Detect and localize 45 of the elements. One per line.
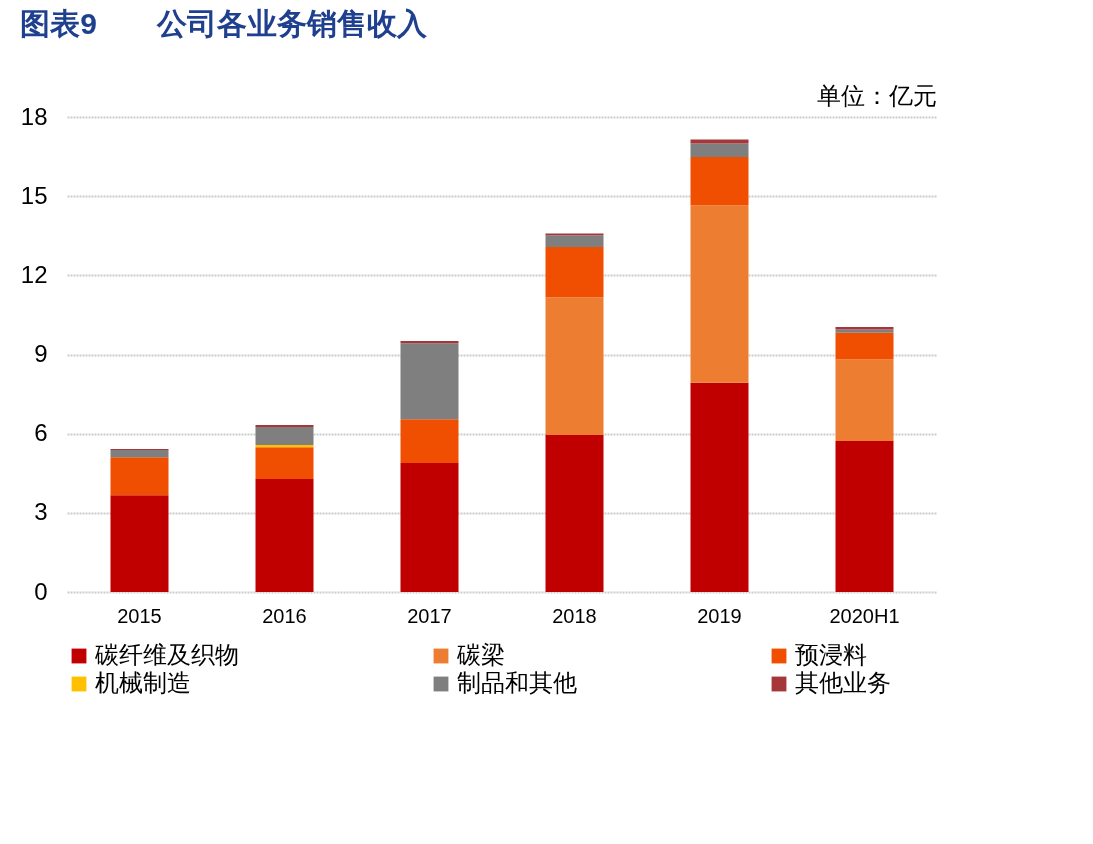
y-tick-label: 3	[34, 498, 48, 526]
y-tick-label: 18	[20, 102, 48, 130]
legend-label: 碳纤维及织物	[94, 641, 239, 668]
bar	[110, 495, 169, 592]
bar	[690, 143, 749, 158]
bar	[110, 457, 169, 496]
chart-title: 图表9 公司各业务销售收入	[20, 7, 428, 40]
y-tick-label: 9	[34, 340, 48, 367]
x-tick-label: 2020H1	[829, 604, 900, 627]
bar	[110, 450, 169, 458]
x-tick-label: 2019	[697, 604, 742, 627]
y-tick-label: 15	[20, 181, 48, 209]
bar	[835, 359, 894, 442]
y-tick-label: 0	[34, 577, 48, 605]
bar	[255, 445, 314, 448]
legend-label: 其他业务	[795, 669, 891, 696]
bar	[545, 247, 604, 298]
bar	[255, 447, 314, 480]
legend-label: 机械制造	[95, 669, 191, 696]
y-tick-label: 12	[20, 260, 48, 288]
x-tick-label: 2016	[262, 604, 307, 627]
bar	[690, 382, 749, 592]
x-tick-label: 2017	[407, 604, 452, 627]
legend-label: 碳梁	[456, 641, 505, 668]
bar	[255, 479, 314, 592]
bar	[835, 441, 894, 592]
bar	[400, 462, 459, 592]
bar	[255, 424, 314, 428]
bar	[835, 332, 894, 360]
bar	[545, 235, 604, 248]
bar	[545, 297, 604, 435]
bar	[690, 205, 749, 383]
y-tick-label: 6	[34, 419, 48, 447]
bar	[400, 419, 459, 463]
x-tick-label: 2018	[552, 604, 597, 627]
legend-label: 制品和其他	[457, 669, 577, 696]
bar	[545, 434, 604, 592]
bar	[255, 427, 314, 446]
text: 单位：亿元	[817, 82, 937, 109]
bar	[690, 157, 749, 206]
bar	[690, 139, 749, 144]
bar	[400, 343, 459, 420]
bar	[400, 341, 459, 344]
legend-label: 预浸料	[795, 641, 867, 668]
x-tick-label: 2015	[117, 604, 162, 627]
